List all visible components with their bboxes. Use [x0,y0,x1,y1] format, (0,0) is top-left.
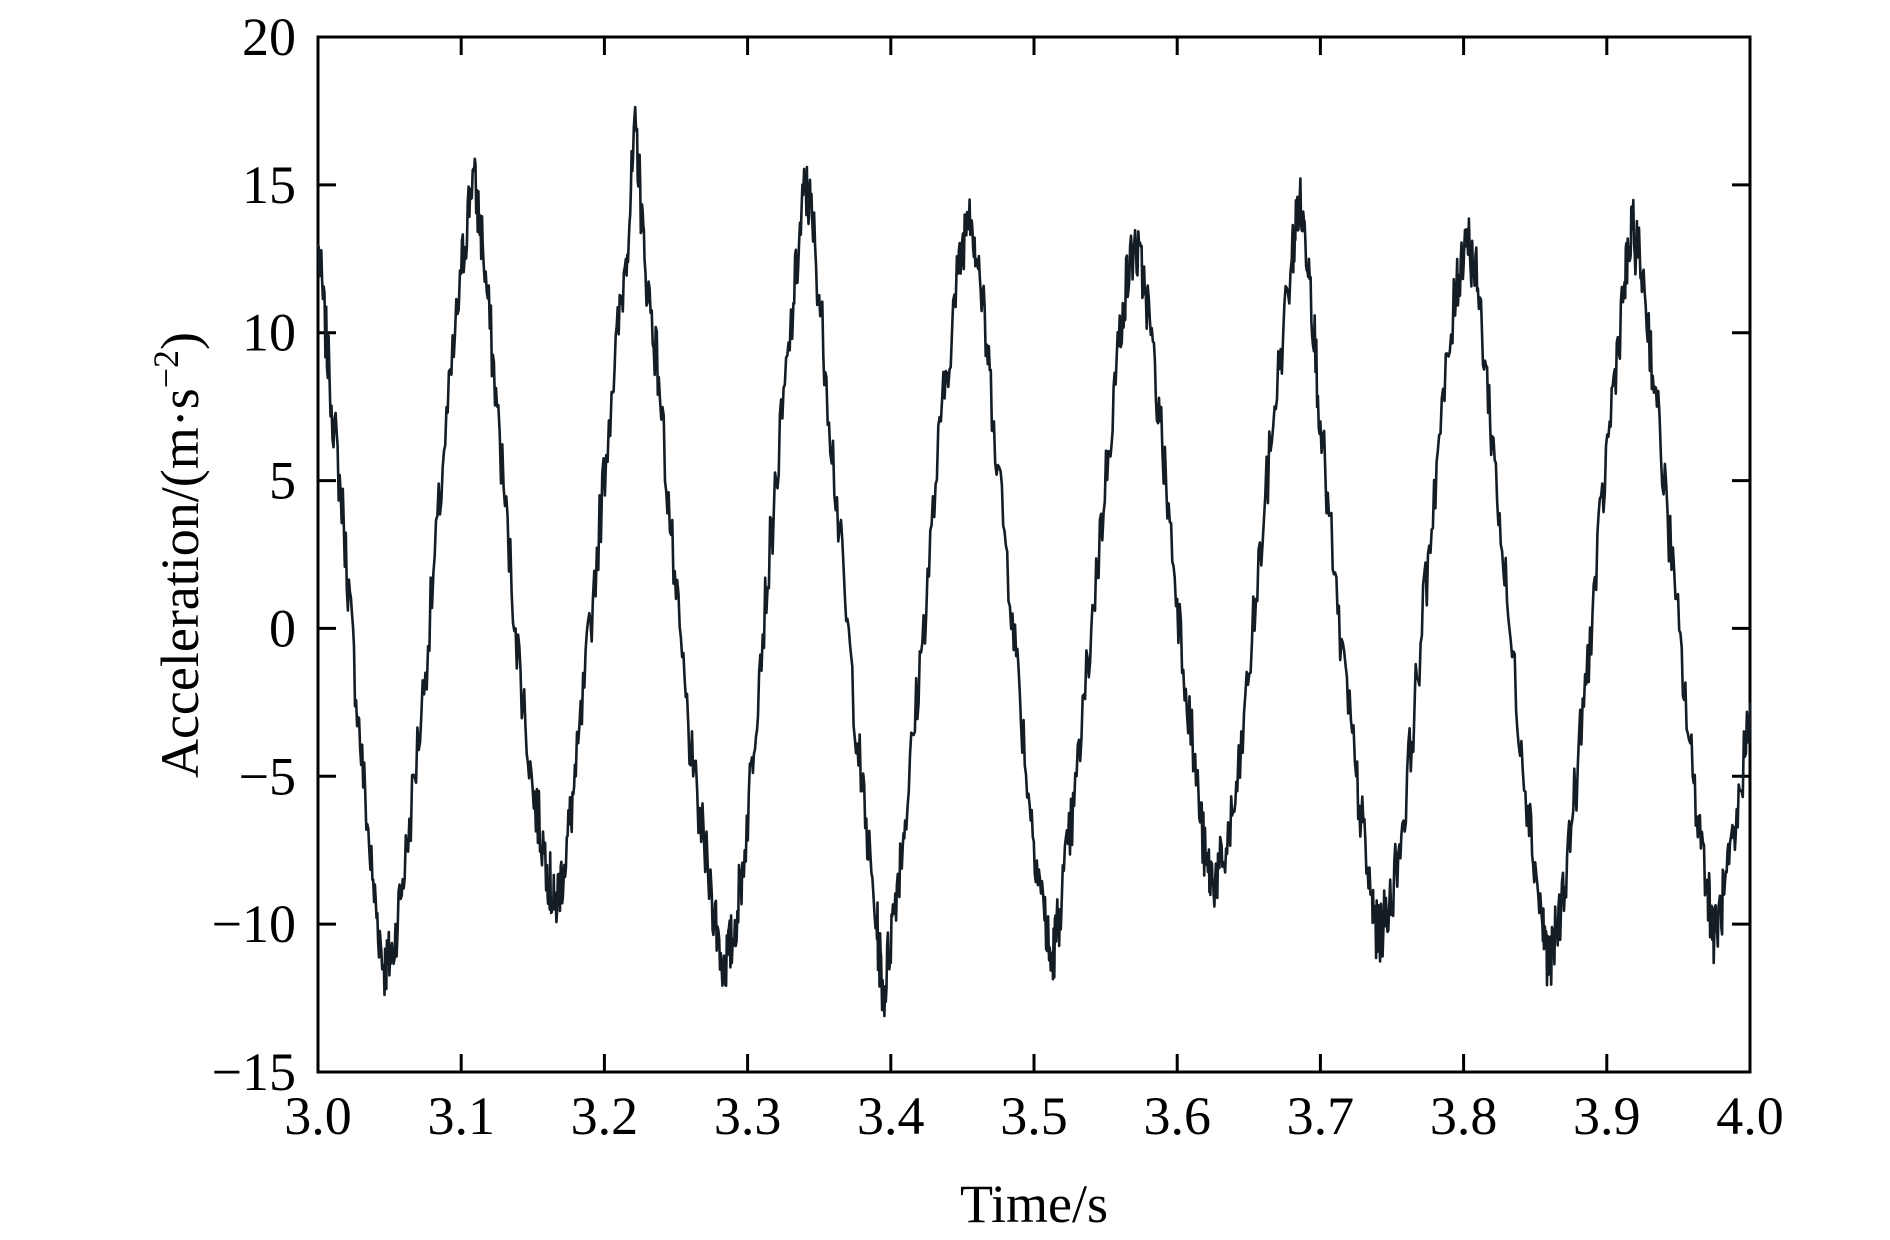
x-tick-label: 3.1 [427,1086,495,1146]
y-axis-label: Acceleration/(m·s−2) [146,332,210,778]
y-tick-labels: 20 15 10 5 0 −5 −10 −15 [212,7,296,1102]
y-tick-label: 20 [242,7,296,67]
x-tick-label: 3.2 [571,1086,639,1146]
x-tick-label: 3.7 [1287,1086,1355,1146]
y-tick-label: −5 [239,746,296,806]
x-tick-label: 3.0 [284,1086,352,1146]
y-tick-label: −15 [212,1042,296,1102]
x-tick-label: 3.4 [857,1086,925,1146]
y-tick-label: 10 [242,303,296,363]
y-tick-label: 0 [269,598,296,658]
x-tick-labels: 3.0 3.1 3.2 3.3 3.4 3.5 3.6 3.7 3.8 3.9 4.0 [284,1086,1784,1146]
axis-ticks [316,35,1752,1074]
x-tick-label: 3.6 [1143,1086,1211,1146]
x-axis-label: Time/s [960,1174,1108,1234]
x-tick-label: 4.0 [1716,1086,1784,1146]
y-axis-label-close: ) [150,332,210,350]
x-tick-label: 3.5 [1000,1086,1068,1146]
x-tick-label: 3.9 [1573,1086,1641,1146]
y-tick-label: 15 [242,155,296,215]
series-line [316,105,1752,1018]
y-axis-label-sup: −2 [146,350,186,388]
y-tick-label: −10 [212,894,296,954]
x-tick-label: 3.3 [714,1086,782,1146]
plot-frame [316,35,1752,1074]
y-tick-label: 5 [269,451,296,511]
y-axis-label-main: Acceleration/(m·s [150,388,210,778]
x-tick-label: 3.8 [1430,1086,1498,1146]
